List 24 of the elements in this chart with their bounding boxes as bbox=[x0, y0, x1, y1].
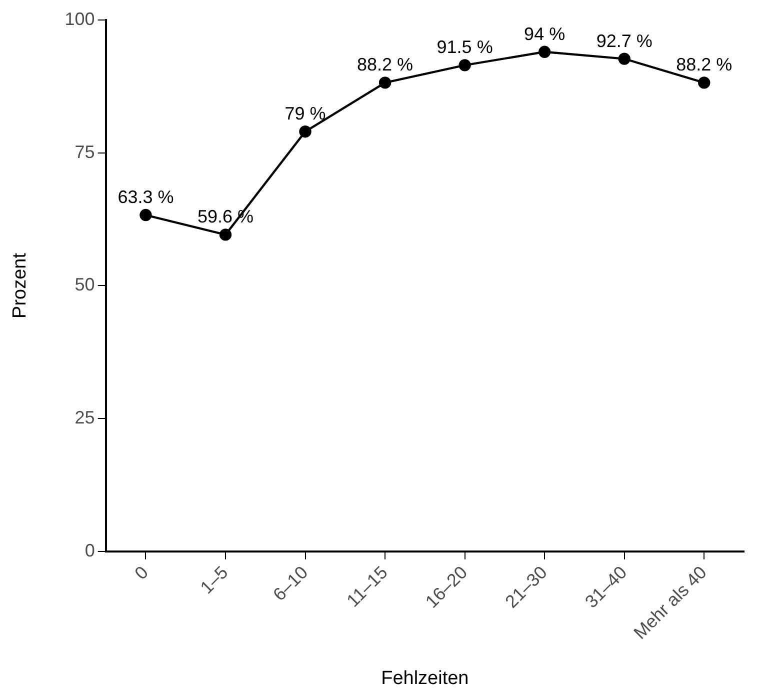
point bbox=[140, 208, 152, 222]
y-axis-title: Prozent bbox=[10, 252, 31, 318]
data-label: 88.2 % bbox=[357, 54, 414, 75]
point bbox=[698, 76, 710, 89]
y-tick-label: 50 bbox=[74, 274, 95, 295]
point bbox=[618, 52, 630, 65]
y-tick-label: 25 bbox=[74, 408, 95, 428]
data-label: 79 % bbox=[284, 104, 326, 124]
point bbox=[458, 59, 471, 72]
point bbox=[299, 126, 312, 138]
y-tick-label: 0 bbox=[84, 540, 95, 560]
y-tick-label: 75 bbox=[74, 142, 95, 162]
data-label: 91.5 % bbox=[436, 37, 493, 58]
data-label: 92.7 % bbox=[596, 30, 652, 51]
data-label: 88.2 % bbox=[676, 54, 732, 75]
x-tick-label: 1–5 bbox=[196, 562, 232, 598]
x-tick-label: 0 bbox=[130, 562, 152, 584]
point bbox=[378, 76, 392, 89]
point bbox=[219, 228, 232, 241]
y-tick-label: 100 bbox=[64, 8, 95, 29]
data-label: 63.3 % bbox=[118, 187, 174, 208]
point bbox=[538, 46, 551, 58]
x-axis-title: Fehlzeiten bbox=[381, 668, 469, 689]
data-label: 94 % bbox=[524, 24, 566, 44]
